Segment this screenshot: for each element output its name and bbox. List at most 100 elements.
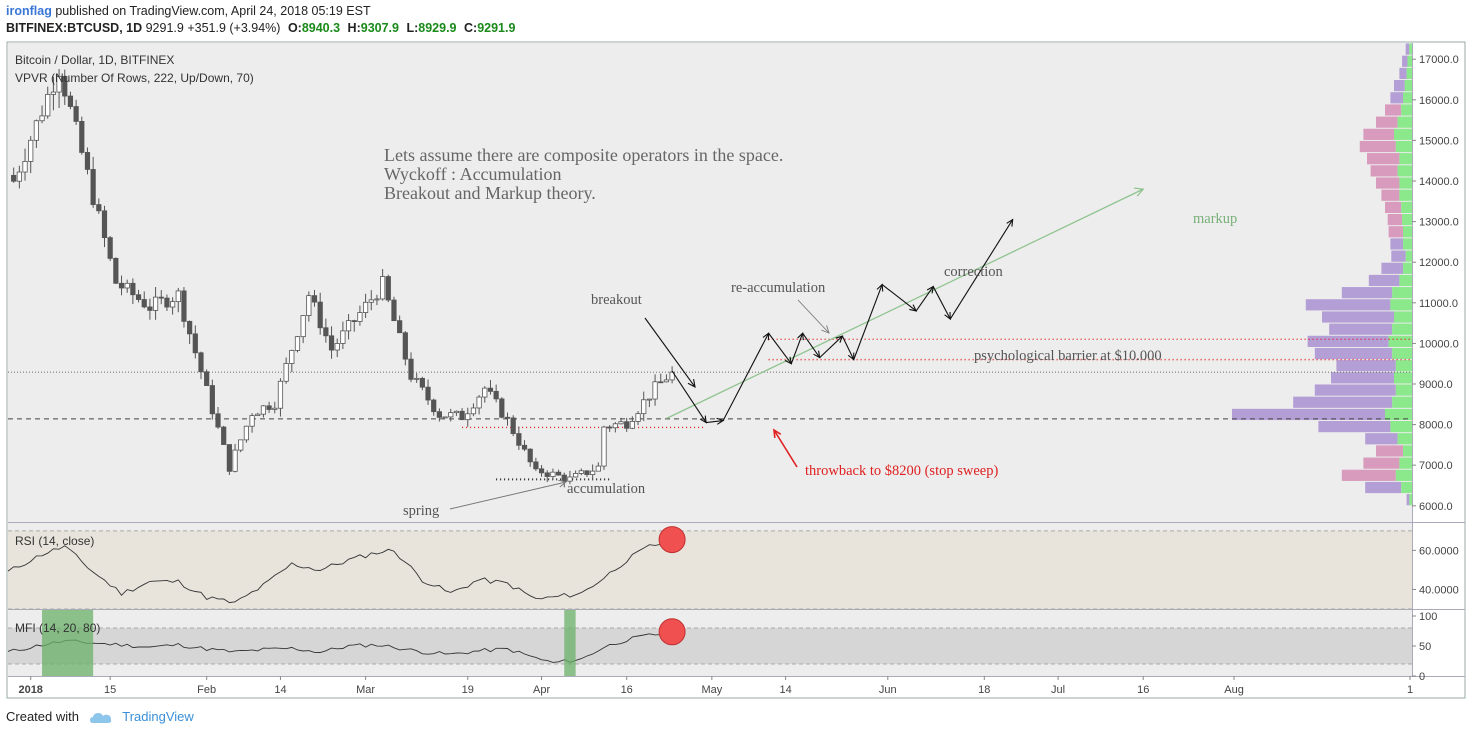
vp-down-bar: [1305, 299, 1391, 311]
thesis-line-1: Lets assume there are composite operator…: [384, 145, 783, 165]
created-with-label: Created with: [6, 709, 79, 724]
vp-up-bar: [1388, 335, 1412, 347]
mfi-band: [8, 628, 1412, 664]
mfi-tick-label: 100: [1419, 611, 1437, 623]
chart-header: ironflag published on TradingView.com, A…: [0, 0, 1471, 40]
time-tick-label: Jun: [879, 684, 897, 696]
projection-segment: [881, 284, 917, 312]
bull-candle: [635, 413, 641, 422]
vp-up-bar: [1403, 226, 1412, 238]
bull-candle: [669, 371, 675, 381]
bull-candle: [243, 425, 249, 441]
bear-candle: [130, 282, 136, 296]
bear-candle: [73, 106, 79, 122]
volume-profile: [1232, 43, 1412, 506]
bear-candle: [607, 426, 613, 429]
bear-candle: [192, 333, 198, 354]
bear-candle: [158, 296, 164, 299]
projection-segment: [722, 332, 770, 421]
publish-line: ironflag published on TradingView.com, A…: [6, 4, 371, 18]
time-tick-label: 15: [104, 684, 116, 696]
price-tick-label: 15000.0: [1419, 135, 1459, 147]
bear-candle: [391, 299, 397, 322]
vp-down-bar: [1387, 213, 1403, 226]
projection-arrowhead: [716, 417, 725, 425]
vp-down-bar: [1322, 311, 1394, 323]
main-pane[interactable]: [8, 43, 1412, 522]
vp-down-bar: [1390, 92, 1403, 104]
bear-candle: [311, 295, 318, 303]
bear-candle: [79, 121, 85, 153]
vp-up-bar: [1397, 433, 1412, 445]
vp-up-bar: [1392, 287, 1412, 299]
chart-area[interactable]: 6000.07000.08000.09000.010000.011000.012…: [0, 40, 1471, 700]
bull-candle: [175, 290, 181, 303]
bear-candle: [658, 381, 664, 384]
time-tick-label: 14: [274, 684, 286, 696]
high-label: H:: [347, 21, 361, 35]
bull-candle: [283, 363, 289, 382]
price-tick-label: 8000.0: [1419, 420, 1453, 432]
author-link[interactable]: ironflag: [6, 4, 52, 18]
bear-candle: [181, 290, 187, 322]
vp-down-bar: [1390, 238, 1403, 250]
bull-candle: [590, 470, 596, 475]
rsi-indicator: 40.0000 60.0000: [7, 526, 1459, 610]
mfi-tick-label: 0: [1419, 671, 1425, 683]
markup-trend-line: [666, 188, 1144, 420]
vp-down-bar: [1365, 433, 1398, 445]
vp-up-bar: [1397, 165, 1412, 177]
bull-candle: [152, 296, 159, 311]
price-axis[interactable]: 6000.0 7000.0 8000.0 9000.0 10000.0 11000.0 12…: [1412, 54, 1459, 513]
time-tick-label: 14: [780, 684, 792, 696]
vp-up-bar: [1385, 408, 1412, 421]
bear-candle: [527, 448, 533, 463]
bull-candle: [306, 295, 312, 317]
bull-candle: [272, 407, 278, 410]
publish-info: published on TradingView.com, April 24, …: [55, 4, 371, 18]
rsi-line: [7, 542, 667, 604]
vp-down-bar: [1365, 481, 1402, 494]
throwback-arrow: [773, 429, 798, 468]
time-tick-label: May: [701, 684, 722, 696]
bear-candle: [198, 352, 204, 373]
price-tick-label: 12000.0: [1419, 257, 1459, 269]
vp-down-bar: [1399, 67, 1407, 80]
spring-arrow: [449, 481, 567, 510]
bear-candle: [436, 411, 442, 418]
bear-candle: [425, 386, 431, 401]
tradingview-brand[interactable]: TradingView: [122, 709, 194, 724]
mfi-oversold-highlight: [42, 610, 94, 676]
price-tick-label: 11000.0: [1419, 298, 1458, 310]
time-tick-label: 19: [462, 684, 474, 696]
time-tick-label: 2018: [18, 684, 42, 696]
reaccumulation-label: re-accumulation: [731, 280, 826, 296]
vp-up-bar: [1409, 494, 1412, 506]
price-tick-label: 14000.0: [1419, 176, 1459, 188]
bull-candle: [334, 343, 340, 351]
bear-candle: [147, 306, 153, 311]
high-value: 9307.9: [360, 21, 399, 35]
vp-down-bar: [1329, 323, 1393, 335]
vp-down-bar: [1376, 445, 1403, 457]
thesis-text: Lets assume there are composite operator…: [384, 145, 783, 203]
bear-candle: [317, 301, 323, 329]
bull-candle: [567, 476, 573, 482]
breakout-label: breakout: [591, 292, 642, 308]
bear-candle: [164, 297, 170, 308]
time-axis[interactable]: 2018 15 Feb 14 Mar 19 Apr 16 May 14 Jun 18 Jul 16 Aug 1: [18, 676, 1413, 696]
bull-candle: [476, 396, 482, 409]
price-tick-label: 9000.0: [1419, 379, 1453, 391]
bull-candle: [578, 470, 584, 474]
vp-down-bar: [1293, 396, 1393, 408]
vp-up-bar: [1394, 311, 1412, 323]
vp-down-bar: [1368, 274, 1400, 287]
breakout-arrow-head: [687, 379, 696, 389]
price-tick-label: 6000.0: [1419, 501, 1453, 513]
bear-candle: [624, 421, 630, 429]
bear-candle: [328, 335, 335, 351]
spring-arrow-head: [558, 479, 568, 488]
bull-candle: [442, 416, 448, 419]
bull-candle: [16, 171, 22, 182]
vp-down-bar: [1367, 153, 1400, 165]
